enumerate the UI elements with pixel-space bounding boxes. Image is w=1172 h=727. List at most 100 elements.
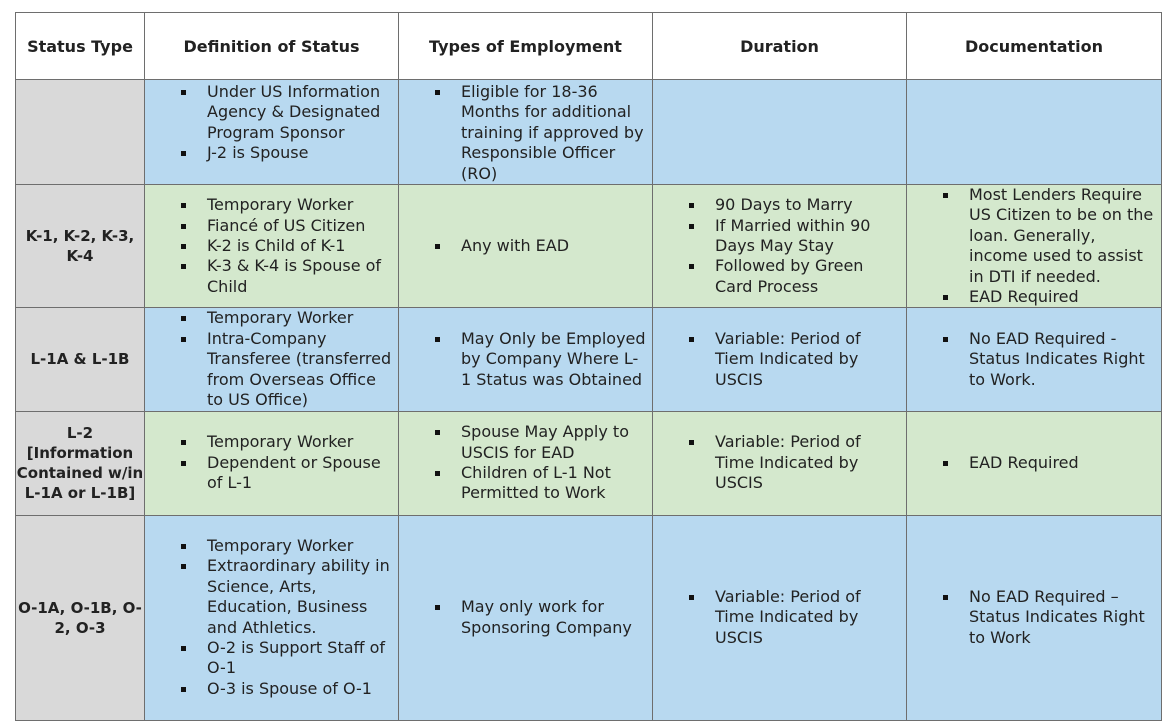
table-row: Under US Information Agency & Designated… [15,78,1162,186]
documentation-list: No EAD Required - Status Indicates Right… [907,329,1161,390]
list-item-text: Variable: Period of Tiem Indicated by US… [715,328,861,389]
list-item: Extraordinary ability in Science, Arts, … [145,556,398,638]
documentation-cell [906,78,1162,186]
square-bullet-icon [689,440,694,446]
list-item: If Married within 90 Days May Stay [653,216,906,257]
list-item-text: May Only be Employed by Company Where L-… [461,328,646,389]
duration-cell: Variable: Period of Time Indicated by US… [652,514,907,721]
square-bullet-icon [943,336,948,342]
list-item: Variable: Period of Tiem Indicated by US… [653,329,906,390]
list-item: Temporary Worker [145,308,398,328]
list-item: Temporary Worker [145,195,398,215]
header-status-type: Status Type [15,12,145,80]
list-item-text: May only work for Sponsoring Company [461,597,632,637]
employment-cell: May Only be Employed by Company Where L-… [398,307,653,412]
documentation-list: No EAD Required – Status Indicates Right… [907,587,1161,648]
list-item-text: Followed by Green Card Process [715,256,864,296]
square-bullet-icon [181,543,186,549]
duration-cell: Variable: Period of Tiem Indicated by US… [652,307,907,412]
table-row: K-1, K-2, K-3, K-4 Temporary Worker Fiancé… [15,184,1162,309]
list-item-text: O-2 is Support Staff of O-1 [207,637,386,678]
list-item-text: Temporary Worker [207,195,354,215]
list-item-text: Fiancé of US Citizen [207,215,366,235]
list-item-text: Variable: Period of Time Indicated by US… [715,432,861,493]
definition-list: Under US Information Agency & Designated… [145,82,398,164]
definition-cell: Temporary Worker Extraordinary ability in… [144,514,399,721]
employment-list: May Only be Employed by Company Where L-… [399,329,652,390]
employment-list: May only work for Sponsoring Company [399,597,652,638]
header-row: Status Type Definition of Status Types o… [15,12,1162,80]
square-bullet-icon [689,264,694,270]
list-item-text: Most Lenders Require US Citizen to be on… [969,185,1154,286]
list-item-text: Variable: Period of Time Indicated by US… [715,586,861,647]
list-item: Fiancé of US Citizen [145,216,398,236]
list-item: EAD Required [907,287,1161,307]
list-item-text: K-2 is Child of K-1 [207,236,346,256]
employment-list: Spouse May Apply to USCIS for EAD Childre… [399,422,652,504]
list-item-text: Children of L-1 Not Permitted to Work [461,463,611,503]
square-bullet-icon [689,203,694,209]
table-row: L-1A & L-1B Temporary Worker Intra-Company… [15,307,1162,412]
list-item-text: If Married within 90 Days May Stay [715,215,871,256]
square-bullet-icon [181,316,186,322]
duration-list: 90 Days to Marry If Married within 90 Day… [653,195,906,297]
list-item: Temporary Worker [145,536,398,556]
square-bullet-icon [181,686,186,692]
square-bullet-icon [689,223,694,229]
square-bullet-icon [181,440,186,446]
header-employment: Types of Employment [398,12,653,80]
list-item-text: Intra-Company Transferee (transferred fr… [207,328,392,410]
employment-cell: Any with EAD [398,184,653,309]
list-item-text: Dependent or Spouse of L-1 [207,452,381,493]
definition-cell: Temporary Worker Intra-Company Transferee… [144,307,399,412]
list-item: Followed by Green Card Process [653,256,906,297]
list-item: Variable: Period of Time Indicated by US… [653,587,906,648]
status-type-cell [15,78,145,186]
list-item: Spouse May Apply to USCIS for EAD [399,422,652,463]
status-type-cell: L-1A & L-1B [15,307,145,412]
square-bullet-icon [181,460,186,466]
square-bullet-icon [181,90,186,95]
list-item: 90 Days to Marry [653,195,906,215]
documentation-cell: No EAD Required - Status Indicates Right… [906,307,1162,412]
duration-list: Variable: Period of Time Indicated by US… [653,587,906,648]
list-item-text: J-2 is Spouse [207,143,309,163]
list-item-text: Any with EAD [461,236,570,256]
list-item: EAD Required [907,453,1161,473]
definition-cell: Temporary Worker Dependent or Spouse of L… [144,410,399,516]
employment-cell: Eligible for 18-36 Months for additional… [398,78,653,186]
square-bullet-icon [435,336,440,342]
square-bullet-icon [181,336,186,342]
list-item: May only work for Sponsoring Company [399,597,652,638]
list-item-text: Under US Information Agency & Designated… [207,82,381,142]
list-item: O-2 is Support Staff of O-1 [145,638,398,679]
list-item: Children of L-1 Not Permitted to Work [399,463,652,504]
list-item: K-3 & K-4 is Spouse of Child [145,256,398,297]
square-bullet-icon [181,151,186,157]
list-item: Dependent or Spouse of L-1 [145,453,398,494]
list-item-text: Eligible for 18-36 Months for additional… [461,82,644,183]
documentation-cell: Most Lenders Require US Citizen to be on… [906,184,1162,309]
square-bullet-icon [181,564,186,570]
duration-cell [652,78,907,186]
list-item: No EAD Required - Status Indicates Right… [907,329,1161,390]
list-item: Temporary Worker [145,432,398,452]
square-bullet-icon [181,244,186,250]
definition-list: Temporary Worker Dependent or Spouse of L… [145,432,398,493]
duration-list: Variable: Period of Tiem Indicated by US… [653,329,906,390]
list-item: Any with EAD [399,236,652,256]
status-type-cell: O-1A, O-1B, O-2, O-3 [15,514,145,721]
table-body: Under US Information Agency & Designated… [15,78,1162,721]
list-item: K-2 is Child of K-1 [145,236,398,256]
list-item: Under US Information Agency & Designated… [145,82,398,143]
definition-list: Temporary Worker Intra-Company Transferee… [145,308,398,410]
documentation-cell: No EAD Required – Status Indicates Right… [906,514,1162,721]
status-type-cell: L-2 [Information Contained w/in L-1A or … [15,410,145,516]
documentation-list: Most Lenders Require US Citizen to be on… [907,185,1161,307]
square-bullet-icon [435,90,440,95]
square-bullet-icon [435,430,440,436]
list-item-text: No EAD Required – Status Indicates Right… [969,586,1145,647]
list-item: No EAD Required – Status Indicates Right… [907,587,1161,648]
list-item: J-2 is Spouse [145,143,398,163]
list-item: Eligible for 18-36 Months for additional… [399,82,652,184]
